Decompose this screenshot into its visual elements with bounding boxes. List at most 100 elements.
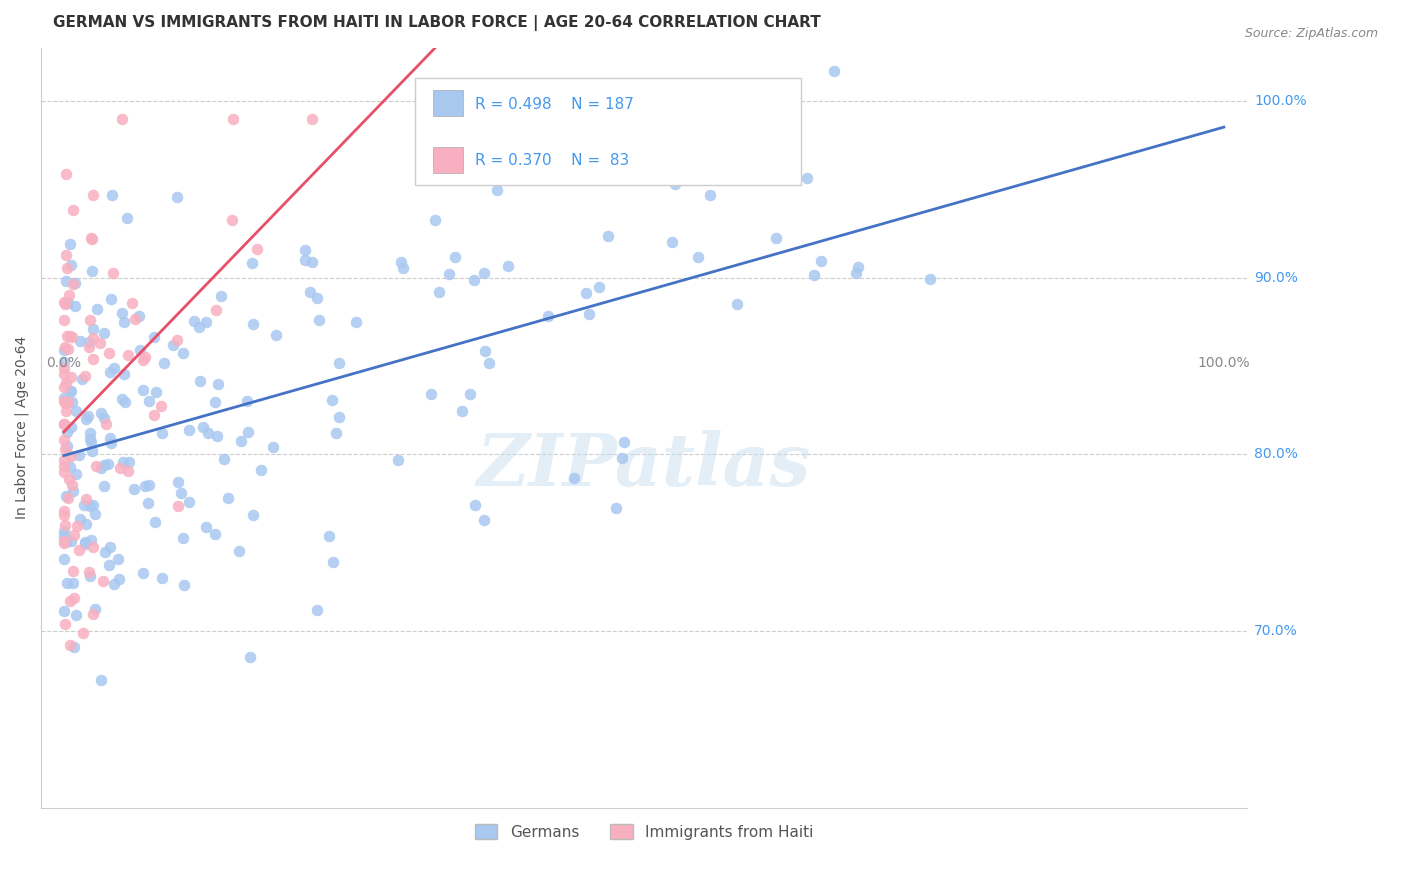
Point <box>437 268 460 282</box>
Point <box>63 276 86 290</box>
FancyBboxPatch shape <box>433 146 463 173</box>
Point <box>132 353 155 368</box>
Point <box>765 231 787 245</box>
Point <box>55 490 77 504</box>
Point <box>242 256 264 270</box>
Point <box>52 343 75 357</box>
Point <box>75 534 97 549</box>
Point <box>90 406 112 420</box>
Point <box>55 403 77 417</box>
Point <box>294 253 316 268</box>
Point <box>204 302 226 317</box>
Point <box>53 616 76 631</box>
Point <box>236 394 259 409</box>
Point <box>52 533 75 548</box>
Point <box>79 313 101 327</box>
Point <box>188 319 211 334</box>
Point <box>209 289 232 303</box>
FancyBboxPatch shape <box>433 89 463 116</box>
Point <box>52 367 75 381</box>
Text: 100.0%: 100.0% <box>1198 356 1250 369</box>
Point <box>93 326 115 341</box>
Point <box>97 346 120 360</box>
Point <box>52 380 75 394</box>
Point <box>63 528 86 542</box>
Point <box>53 508 76 523</box>
Point <box>596 229 619 244</box>
Point <box>103 577 125 591</box>
Point <box>72 625 94 640</box>
Point <box>464 498 486 512</box>
Point <box>60 533 83 548</box>
Point <box>86 302 108 317</box>
Point <box>111 455 134 469</box>
Point <box>152 356 174 370</box>
Point <box>610 450 633 465</box>
Point <box>100 435 122 450</box>
Point <box>79 432 101 446</box>
Point <box>262 441 284 455</box>
Point <box>52 535 75 549</box>
Point <box>496 259 519 273</box>
Point <box>172 346 194 360</box>
Point <box>803 268 825 283</box>
Point <box>56 575 79 590</box>
Point <box>82 351 104 366</box>
Point <box>195 315 218 329</box>
Point <box>228 544 250 558</box>
Point <box>301 112 323 126</box>
Point <box>575 285 598 300</box>
Point <box>486 183 509 197</box>
Point <box>56 440 79 454</box>
Point <box>56 342 79 356</box>
Point <box>325 426 347 441</box>
Point <box>537 310 560 324</box>
Point <box>62 277 84 292</box>
Point <box>166 500 188 514</box>
Point <box>167 475 190 489</box>
Point <box>67 448 90 462</box>
Point <box>264 327 287 342</box>
Point <box>177 495 200 509</box>
Point <box>52 465 75 479</box>
Point <box>60 449 83 463</box>
Text: Source: ZipAtlas.com: Source: ZipAtlas.com <box>1244 27 1378 40</box>
Point <box>195 520 218 534</box>
Point <box>59 237 82 252</box>
Point <box>53 504 76 518</box>
Point <box>79 340 101 354</box>
Point <box>114 395 136 409</box>
Point <box>328 409 350 424</box>
Point <box>53 339 76 353</box>
Point <box>58 384 80 399</box>
Point <box>52 393 75 408</box>
Point <box>101 187 124 202</box>
Point <box>75 411 97 425</box>
Point <box>204 395 226 409</box>
Point <box>138 394 160 409</box>
Point <box>318 529 340 543</box>
Point <box>58 296 80 310</box>
Text: 80.0%: 80.0% <box>1254 447 1298 461</box>
Point <box>55 167 77 181</box>
Point <box>578 307 600 321</box>
Point <box>238 649 260 664</box>
Point <box>299 285 322 300</box>
Point <box>308 313 330 327</box>
Point <box>108 572 131 586</box>
Point <box>222 112 245 126</box>
Point <box>197 426 219 441</box>
Point <box>98 365 121 379</box>
Point <box>387 453 409 467</box>
Point <box>392 261 415 276</box>
Point <box>150 425 173 440</box>
Point <box>60 395 83 409</box>
Point <box>221 213 243 227</box>
Point <box>117 348 139 362</box>
Point <box>162 338 184 352</box>
Point <box>111 306 134 320</box>
Point <box>79 499 101 513</box>
Point <box>52 312 75 326</box>
Point <box>52 433 75 447</box>
Point <box>328 356 350 370</box>
